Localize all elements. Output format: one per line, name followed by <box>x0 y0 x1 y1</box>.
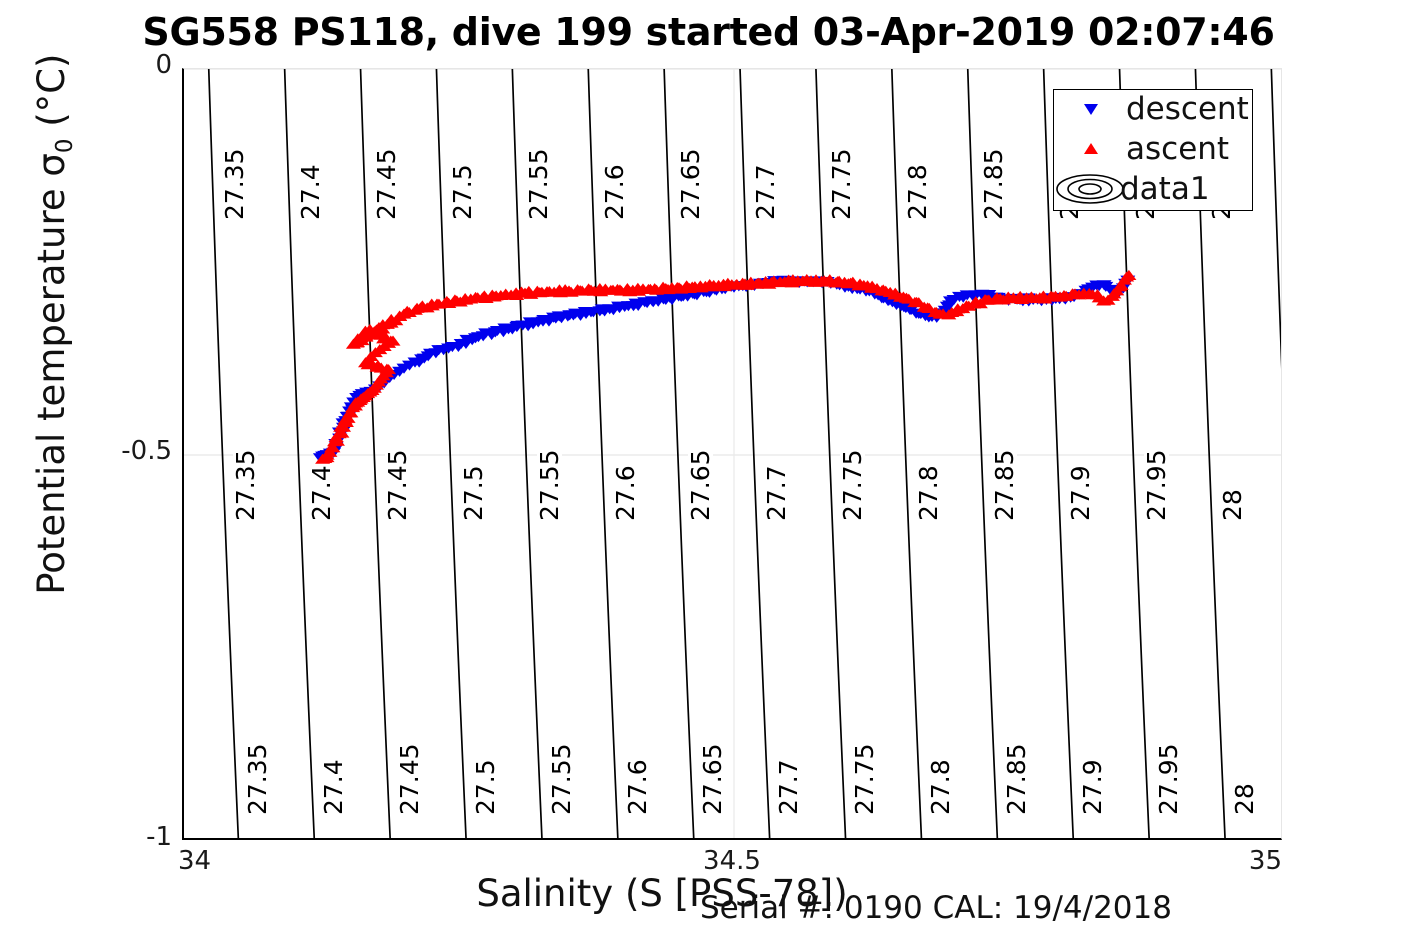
x-tick-label: 34.5 <box>703 846 761 876</box>
data-marker <box>324 442 340 453</box>
isopycnal-contour <box>891 69 923 838</box>
plot-svg <box>184 69 1281 838</box>
isopycnal-contour <box>1042 69 1075 838</box>
isopycnal-contour <box>511 69 543 838</box>
y-axis-label: Potential temperature σ0 (°C) <box>30 44 78 604</box>
isopycnal-contour <box>207 69 240 838</box>
series-ascent <box>315 269 1137 464</box>
x-axis-label: Salinity (S [PSS-78]) <box>476 872 848 915</box>
contour-label: 27.55 <box>534 448 564 523</box>
isopycnal-contour <box>283 69 316 838</box>
legend-label-ascent: ascent <box>1126 131 1230 167</box>
isopycnal-contour <box>739 69 771 838</box>
contour-label: 27.65 <box>675 147 705 222</box>
contour-label: 27.7 <box>751 163 781 222</box>
isopycnal-contour <box>1270 69 1281 369</box>
y-tick-label: -1 <box>146 822 172 852</box>
isopycnal-contour <box>587 69 619 838</box>
data-marker <box>340 412 356 423</box>
up-triangle-marker-icon <box>1054 130 1126 168</box>
contour-label: 27.5 <box>458 464 488 523</box>
contour-label: 27.85 <box>1002 742 1032 816</box>
contour-label: 27.8 <box>926 758 956 816</box>
contour-label: 27.75 <box>850 742 880 816</box>
isopycnal-contour <box>966 69 999 838</box>
contour-label: 27.55 <box>523 147 553 222</box>
isopycnal-contour <box>815 69 847 838</box>
contour-label: 27.5 <box>447 163 477 222</box>
legend-label-data1: data1 <box>1120 171 1210 207</box>
contour-label: 27.6 <box>622 758 652 816</box>
legend-item-data1[interactable]: data1 <box>1054 170 1254 208</box>
contour-label: 27.45 <box>382 448 412 523</box>
serial-cal-annotation: Serial #: 0190 CAL: 19/4/2018 <box>700 890 1172 926</box>
page-title: SG558 PS118, dive 199 started 03-Apr-201… <box>142 10 1275 54</box>
contour-rings-icon <box>1054 170 1126 208</box>
legend[interactable]: descent ascent data1 <box>1053 89 1253 211</box>
legend-label-descent: descent <box>1126 91 1249 127</box>
contour-label: 28 <box>1217 488 1247 523</box>
y-axis-label-unit: (°C) <box>29 53 73 139</box>
contour-label: 27.4 <box>306 464 336 523</box>
contour-label: 27.35 <box>220 147 250 222</box>
contour-label: 27.4 <box>296 163 325 222</box>
contour-label: 27.75 <box>838 448 868 523</box>
contour-label: 27.7 <box>774 758 804 816</box>
contour-label: 27.5 <box>470 758 500 816</box>
contour-label: 27.9 <box>1077 758 1107 816</box>
contour-label: 27.35 <box>231 448 261 523</box>
contour-label: 27.9 <box>1065 464 1095 523</box>
contour-label: 27.85 <box>979 147 1009 222</box>
contour-label: 27.4 <box>318 758 348 816</box>
isopycnal-contour <box>663 69 695 838</box>
x-tick-label: 34 <box>178 846 212 876</box>
contour-label: 27.8 <box>903 163 933 222</box>
y-tick-label: 0 <box>155 50 172 80</box>
contour-label: 27.7 <box>762 464 792 523</box>
down-triangle-marker-icon <box>1054 90 1126 128</box>
contour-label: 27.45 <box>394 742 424 816</box>
legend-item-ascent[interactable]: ascent <box>1054 130 1254 168</box>
legend-item-descent[interactable]: descent <box>1054 90 1254 128</box>
contour-label: 27.6 <box>610 464 640 523</box>
contour-label: 27.85 <box>990 448 1020 523</box>
isopycnal-contour <box>435 69 467 838</box>
contour-label: 27.65 <box>698 742 728 816</box>
contour-label: 27.55 <box>546 742 576 816</box>
isopycnal-contour <box>359 69 391 838</box>
y-axis-label-subscript: 0 <box>52 138 79 154</box>
y-tick-label: -0.5 <box>121 436 172 466</box>
data-marker <box>1121 269 1137 280</box>
contour-label: 27.65 <box>686 448 716 523</box>
contour-label: 27.8 <box>914 464 944 523</box>
contour-label: 28 <box>1229 781 1259 816</box>
data-marker <box>1113 279 1129 291</box>
x-tick-label: 35 <box>1248 846 1282 876</box>
data-marker <box>342 407 358 418</box>
contour-label: 27.45 <box>371 147 401 222</box>
contour-label: 27.95 <box>1153 742 1183 816</box>
contour-label: 27.95 <box>1141 448 1171 523</box>
contour-label: 27.6 <box>599 163 629 222</box>
isopycnal-contours <box>207 69 1281 838</box>
data-marker <box>334 427 350 438</box>
contour-label: 27.75 <box>827 147 857 222</box>
y-axis-label-text: Potential temperature σ <box>29 153 73 595</box>
contour-label: 27.35 <box>243 742 273 816</box>
gridlines <box>184 69 1281 838</box>
